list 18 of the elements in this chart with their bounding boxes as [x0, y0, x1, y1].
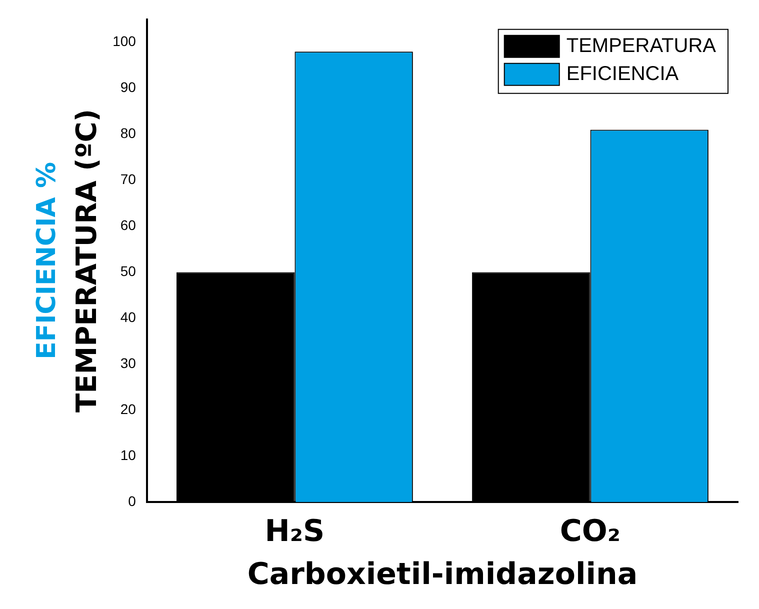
x-axis-title: Carboxietil-imidazolina — [247, 556, 638, 592]
y-axis-title: TEMPERATURA (ºC) — [70, 108, 104, 412]
y-tick-label: 30 — [120, 354, 136, 371]
legend-label: TEMPERATURA — [566, 34, 717, 57]
text: EFICIENCIA % — [32, 162, 62, 360]
y-tick-label: 40 — [120, 309, 136, 326]
y-tick-label: 20 — [120, 400, 136, 417]
x-tick-label: CO₂ — [560, 514, 621, 549]
y-tick-label: 100 — [112, 33, 136, 50]
y-tick-label: 10 — [120, 446, 136, 463]
x-tick-label: H₂S — [264, 514, 325, 549]
legend-label: EFICIENCIA — [566, 62, 680, 85]
y-tick-label: 0 — [128, 492, 136, 509]
y-tick-label: 70 — [120, 171, 136, 188]
y-tick-label: 80 — [120, 125, 136, 142]
y-tick-label: 90 — [120, 79, 136, 96]
y-tick-label: 50 — [120, 263, 136, 280]
y-tick-label: 60 — [120, 217, 136, 234]
